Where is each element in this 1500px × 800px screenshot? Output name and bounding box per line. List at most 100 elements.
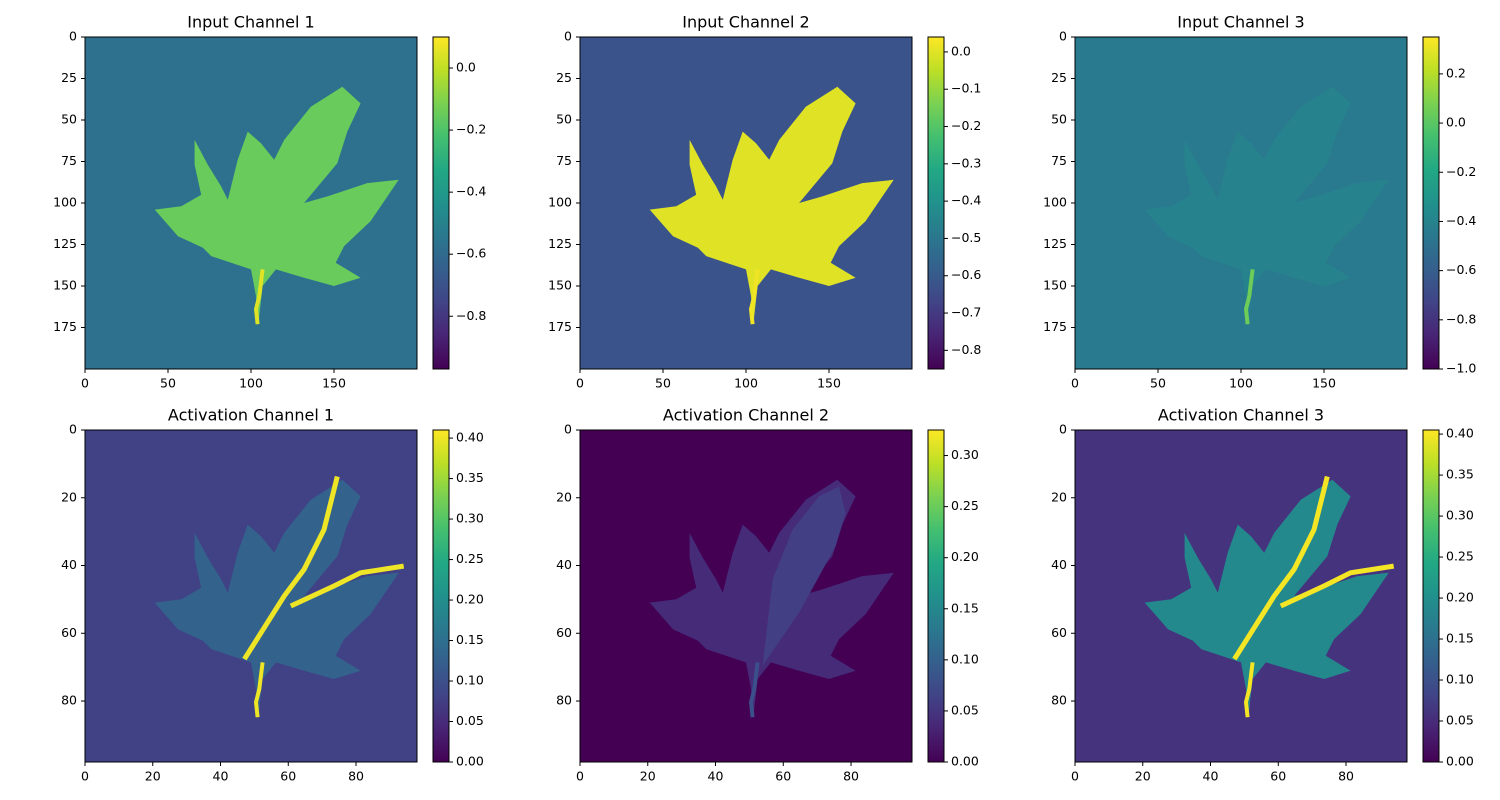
subplot-2: Input Channel 2 0 50 100 150 0 25 50 75 100 125 150… (548, 13, 981, 391)
heatmap-stem (748, 662, 760, 718)
subplot-title: Input Channel 3 (1177, 13, 1304, 32)
colorbar-tick-label: 0.20 (1446, 590, 1474, 605)
y-tick-label: 50 (556, 112, 572, 127)
colorbar-tick-label: 0.25 (1446, 549, 1474, 564)
y-tick-label: 25 (556, 70, 572, 85)
y-tick-label: 20 (1051, 489, 1067, 504)
y-tick-label: 0 (1059, 422, 1067, 437)
y-tick-label: 125 (53, 236, 77, 251)
x-tick-label: 0 (1071, 769, 1079, 784)
heatmap-leaf (1144, 479, 1389, 718)
y-tick-label: 60 (556, 625, 572, 640)
y-tick-label: 150 (1043, 278, 1067, 293)
y-tick-label: 150 (53, 278, 77, 293)
heatmap-leaf (1144, 86, 1389, 325)
colorbar-tick-label: 0.00 (1446, 754, 1474, 769)
y-tick-label: 0 (564, 29, 572, 44)
y-tick-label: 100 (548, 195, 572, 210)
heatmap-edge (289, 563, 405, 609)
colorbar (927, 429, 945, 763)
x-tick-label: 20 (640, 769, 656, 784)
colorbar-tick-label: 0.05 (1446, 713, 1474, 728)
colorbar-tick-label: 0.15 (951, 600, 979, 615)
x-tick-label: 40 (1203, 769, 1219, 784)
colorbar-tick-label: 0.35 (456, 470, 484, 485)
colorbar-tick-label: 0.00 (456, 754, 484, 769)
colorbar-tick-label: 0.0 (951, 43, 971, 58)
y-tick-label: 0 (1059, 29, 1067, 44)
colorbar (432, 429, 450, 763)
x-tick-label: 80 (348, 769, 364, 784)
colorbar-tick-label: 0.30 (951, 447, 979, 462)
colorbar-tick-label: −0.7 (951, 305, 981, 320)
y-tick-label: 75 (61, 153, 77, 168)
y-tick-label: 20 (61, 489, 77, 504)
y-tick-label: 60 (61, 625, 77, 640)
y-tick-label: 25 (61, 70, 77, 85)
colorbar-tick-label: 0.20 (456, 592, 484, 607)
axes-frame (84, 429, 418, 763)
x-tick-label: 0 (1071, 376, 1079, 391)
x-tick-label: 60 (1270, 769, 1286, 784)
x-tick-label: 60 (775, 769, 791, 784)
colorbar-tick-label: −0.8 (456, 308, 486, 323)
x-tick-label: 0 (81, 376, 89, 391)
subplot-title: Input Channel 1 (187, 13, 314, 32)
y-tick-label: 50 (61, 112, 77, 127)
y-tick-label: 0 (69, 29, 77, 44)
x-tick-label: 40 (213, 769, 229, 784)
axes-frame (579, 429, 913, 763)
x-tick-label: 100 (239, 376, 263, 391)
heatmap-stem (1243, 269, 1255, 325)
colorbar-tick-label: 0.0 (456, 60, 476, 75)
subplot-title: Activation Channel 1 (168, 406, 334, 425)
x-tick-label: 0 (81, 769, 89, 784)
colorbar-tick-label: 0.30 (456, 511, 484, 526)
x-tick-label: 50 (655, 376, 671, 391)
heatmap-leaf (154, 86, 399, 325)
x-tick-label: 60 (280, 769, 296, 784)
colorbar (432, 36, 450, 370)
heatmap-stem (748, 269, 760, 325)
colorbar-tick-label: −0.6 (456, 246, 486, 261)
x-tick-label: 0 (576, 769, 584, 784)
colorbar-tick-label: 0.2 (1446, 65, 1466, 80)
heatmap-stem (1243, 662, 1255, 718)
subplot-6: Activation Channel 3 0 20 40 60 80 0 20 40 60 80 0.… (1051, 406, 1474, 784)
y-tick-label: 60 (1051, 625, 1067, 640)
y-tick-label: 75 (1051, 153, 1067, 168)
colorbar-tick-label: 0.35 (1446, 467, 1474, 482)
colorbar-tick-label: −1.0 (1446, 361, 1476, 376)
y-tick-label: 100 (53, 195, 77, 210)
colorbar-tick-label: −0.1 (951, 81, 981, 96)
colorbar-tick-label: −0.2 (456, 122, 486, 137)
subplot-3: Input Channel 3 0 50 100 150 0 25 50 75 100 125 150… (1043, 13, 1476, 391)
x-tick-label: 150 (817, 376, 841, 391)
y-tick-label: 100 (1043, 195, 1067, 210)
y-tick-label: 80 (1051, 693, 1067, 708)
colorbar-tick-label: −0.4 (456, 184, 486, 199)
colorbar-tick-label: 0.40 (1446, 426, 1474, 441)
x-tick-label: 150 (1312, 376, 1336, 391)
heatmap-leaf (154, 479, 399, 718)
x-tick-label: 100 (734, 376, 758, 391)
y-tick-label: 125 (1043, 236, 1067, 251)
colorbar (927, 36, 945, 370)
subplot-1: Input Channel 1 0 50 100 150 0 25 50 75 100 125 150… (53, 13, 486, 391)
y-tick-label: 0 (564, 422, 572, 437)
colorbar-tick-label: −0.3 (951, 155, 981, 170)
y-tick-label: 25 (1051, 70, 1067, 85)
x-tick-label: 40 (708, 769, 724, 784)
colorbar-tick-label: −0.8 (1446, 311, 1476, 326)
x-tick-label: 20 (145, 769, 161, 784)
y-tick-label: 0 (69, 422, 77, 437)
x-tick-label: 20 (1135, 769, 1151, 784)
subplot-4: Activation Channel 1 0 20 40 60 80 0 20 40 60 80 0.… (61, 406, 484, 784)
x-tick-label: 150 (322, 376, 346, 391)
axes-frame (1074, 429, 1408, 763)
y-tick-label: 40 (556, 557, 572, 572)
colorbar-tick-label: 0.00 (951, 754, 979, 769)
colorbar-tick-label: 0.10 (1446, 672, 1474, 687)
colorbar-tick-label: 0.25 (456, 551, 484, 566)
subplot-title: Activation Channel 3 (1158, 406, 1324, 425)
